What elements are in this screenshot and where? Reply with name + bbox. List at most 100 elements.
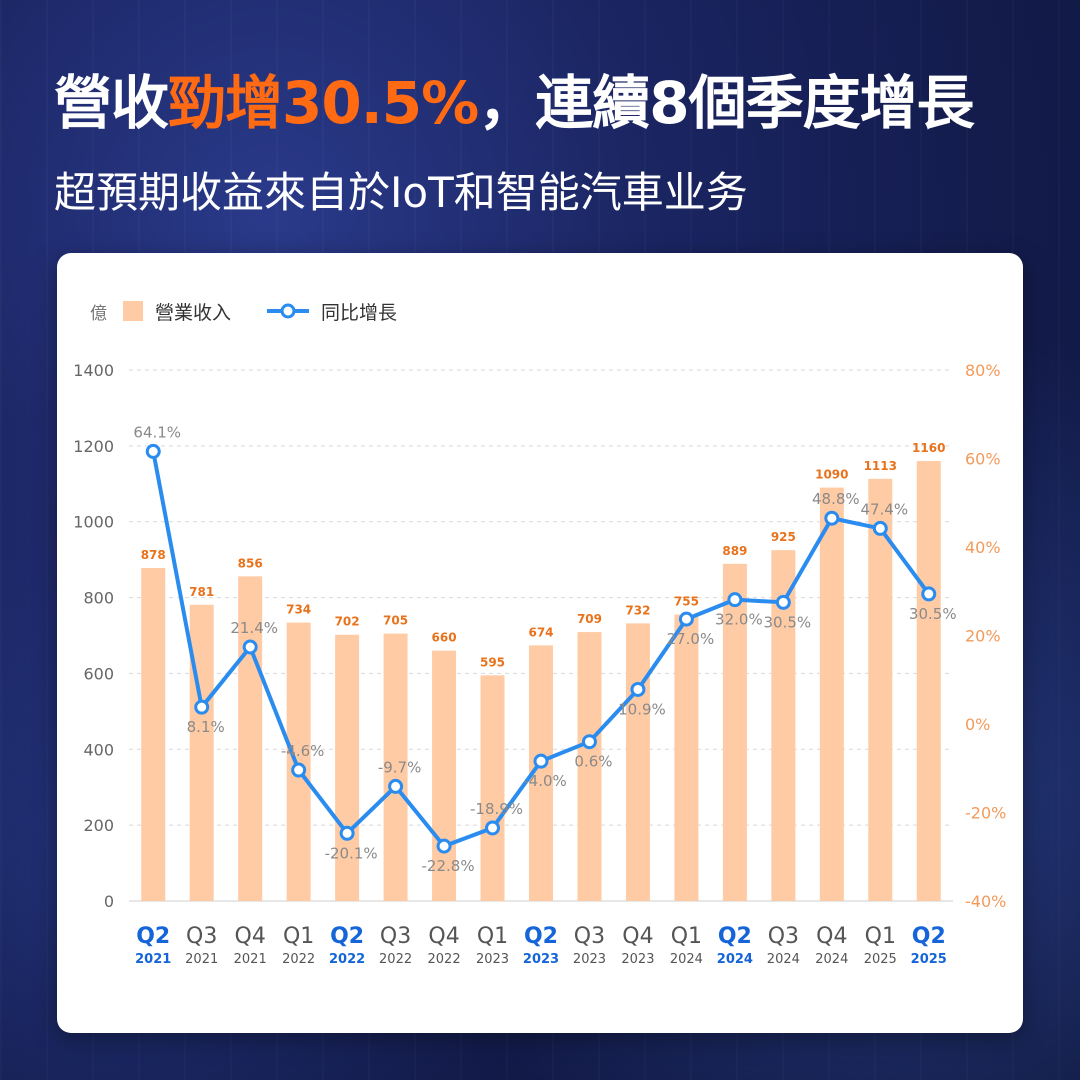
revenue-bar-label: 925 bbox=[771, 530, 796, 544]
y-axis-right-tick: -40% bbox=[965, 892, 1006, 911]
x-axis-year-label: 2021 bbox=[135, 952, 171, 967]
x-axis-year-label: 2025 bbox=[911, 952, 947, 967]
x-axis-year-label: 2021 bbox=[234, 952, 267, 967]
x-axis-year-label: 2024 bbox=[670, 952, 703, 967]
growth-line-icon bbox=[267, 303, 310, 319]
growth-point-label: -4.0% bbox=[523, 772, 567, 790]
growth-point-label: -18.9% bbox=[470, 800, 523, 818]
growth-point-label: -4.6% bbox=[281, 742, 325, 760]
x-axis-quarter-label: Q4 bbox=[622, 924, 653, 949]
revenue-bar bbox=[335, 634, 360, 901]
growth-point-label: 0.6% bbox=[574, 753, 612, 771]
x-axis-year-label: 2023 bbox=[621, 952, 654, 967]
x-axis-quarter-label: Q3 bbox=[380, 924, 411, 949]
x-axis-quarter-label: Q4 bbox=[428, 924, 459, 949]
x-axis-year-label: 2025 bbox=[864, 952, 897, 967]
x-axis-year-label: 2023 bbox=[573, 952, 606, 967]
revenue-bar bbox=[577, 632, 602, 901]
growth-point-label: 47.4% bbox=[860, 500, 908, 518]
chart-card: 億 營業收入 同比增長 0 200 400 600 800 1000 1200 1400 -40… bbox=[57, 253, 1023, 1033]
x-axis-quarter-label: Q4 bbox=[235, 924, 266, 949]
growth-point-label: 30.5% bbox=[909, 605, 957, 623]
revenue-bar bbox=[286, 622, 311, 901]
growth-point-label: -22.8% bbox=[422, 857, 475, 875]
revenue-bar-label: 674 bbox=[528, 625, 553, 639]
x-axis-quarter-label: Q1 bbox=[283, 924, 314, 949]
x-axis-year-label: 2024 bbox=[717, 952, 753, 967]
revenue-bar bbox=[868, 478, 893, 901]
x-axis-year-label: 2022 bbox=[329, 952, 365, 967]
chart-legend: 億 營業收入 同比增長 bbox=[90, 299, 398, 324]
x-axis-year-label: 2023 bbox=[523, 952, 559, 967]
y-axis-left-tick: 0 bbox=[104, 892, 114, 911]
y-axis-right-tick: -20% bbox=[965, 804, 1006, 823]
combo-chart: 0 200 400 600 800 1000 1200 1400 -40% -20% 0% 20% 40… bbox=[73, 361, 1006, 967]
y-axis-right-tick: 80% bbox=[965, 361, 1001, 380]
y-axis-left-tick: 1400 bbox=[73, 361, 114, 380]
growth-point-label: 21.4% bbox=[230, 619, 278, 637]
y-axis-right-tick: 60% bbox=[965, 450, 1001, 469]
growth-point bbox=[291, 762, 307, 778]
y-axis-left-tick: 800 bbox=[83, 589, 114, 608]
revenue-bar bbox=[722, 563, 747, 901]
headline-prefix: 營收 bbox=[54, 69, 169, 137]
growth-point-label: 27.0% bbox=[667, 630, 715, 648]
y-axis-left-tick: 1000 bbox=[73, 513, 114, 532]
unit-label: 億 bbox=[90, 303, 107, 324]
growth-point bbox=[872, 520, 888, 536]
legend-growth-label: 同比增長 bbox=[321, 301, 398, 324]
growth-point bbox=[436, 838, 452, 854]
x-axis-year-label: 2022 bbox=[379, 952, 412, 967]
growth-point-label: 64.1% bbox=[133, 423, 181, 441]
growth-point bbox=[388, 778, 404, 794]
x-axis-quarter-label: Q3 bbox=[768, 924, 799, 949]
x-axis-year-label: 2024 bbox=[767, 952, 800, 967]
revenue-bar bbox=[819, 487, 844, 901]
x-axis-quarter-label: Q2 bbox=[524, 924, 558, 949]
revenue-bar bbox=[625, 623, 650, 901]
growth-point bbox=[194, 699, 210, 715]
revenue-bar-label: 702 bbox=[335, 615, 360, 629]
growth-point bbox=[678, 611, 694, 627]
revenue-bar-label: 595 bbox=[480, 655, 505, 669]
growth-point bbox=[145, 443, 161, 459]
x-axis-year-label: 2022 bbox=[282, 952, 315, 967]
x-axis-quarter-label: Q2 bbox=[912, 924, 946, 949]
revenue-bar-label: 856 bbox=[238, 556, 263, 570]
y-axis-left-tick: 400 bbox=[83, 740, 114, 759]
revenue-bar bbox=[480, 675, 505, 901]
growth-point bbox=[339, 825, 355, 841]
growth-point-label: 30.5% bbox=[764, 613, 812, 631]
y-axis-left-tick: 1200 bbox=[73, 437, 114, 456]
y-axis-right-tick: 40% bbox=[965, 538, 1001, 557]
growth-point-label: 8.1% bbox=[187, 718, 225, 736]
revenue-bar bbox=[674, 614, 699, 901]
revenue-bar-label: 755 bbox=[674, 595, 699, 609]
revenue-bar-label: 1090 bbox=[815, 468, 848, 482]
legend-revenue-label: 營業收入 bbox=[155, 301, 232, 324]
revenue-bar bbox=[141, 567, 166, 901]
x-axis-quarter-label: Q4 bbox=[816, 924, 847, 949]
revenue-bar-label: 709 bbox=[577, 612, 602, 626]
growth-point bbox=[775, 594, 791, 610]
growth-point bbox=[921, 586, 937, 602]
revenue-bar-label: 781 bbox=[189, 585, 214, 599]
y-axis-right-tick: 0% bbox=[965, 715, 990, 734]
revenue-bar-label: 734 bbox=[286, 603, 311, 617]
revenue-bar bbox=[189, 604, 214, 901]
headline: 營收勁增30.5%，連續8個季度增長 bbox=[54, 69, 975, 137]
y-axis-left-tick: 600 bbox=[83, 664, 114, 683]
x-axis-quarter-label: Q2 bbox=[330, 924, 364, 949]
revenue-swatch-icon bbox=[123, 301, 143, 321]
x-axis-quarter-label: Q2 bbox=[718, 924, 752, 949]
revenue-bar-label: 732 bbox=[625, 603, 650, 617]
revenue-bar-label: 878 bbox=[141, 548, 166, 562]
growth-point-label: 48.8% bbox=[812, 490, 860, 508]
x-axis-quarter-label: Q3 bbox=[574, 924, 605, 949]
growth-point bbox=[485, 820, 501, 836]
growth-point-label: -20.1% bbox=[325, 844, 378, 862]
headline-highlight: 勁增30.5% bbox=[168, 69, 479, 137]
headline-suffix: ，連續8個季度增長 bbox=[478, 69, 974, 137]
x-axis-quarter-label: Q1 bbox=[865, 924, 896, 949]
revenue-bar bbox=[916, 461, 941, 901]
